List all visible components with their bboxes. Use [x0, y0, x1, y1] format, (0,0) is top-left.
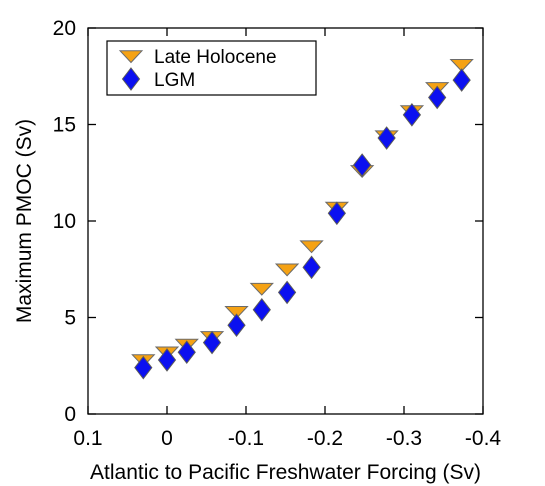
x-axis-label: Atlantic to Pacific Freshwater Forcing (…	[90, 461, 481, 484]
series-1	[134, 68, 471, 380]
x-tick-label: -0.4	[465, 427, 502, 450]
legend-diamond-icon	[121, 67, 141, 91]
triangle-point	[249, 282, 274, 296]
diamond-point	[377, 126, 396, 150]
y-tick-label: 10	[53, 210, 76, 233]
diamond-point	[227, 313, 246, 338]
x-tick-label: -0.1	[228, 427, 264, 450]
triangle-point	[299, 240, 324, 254]
diamond-point	[352, 153, 372, 177]
diamond-point	[302, 255, 321, 280]
data-markers	[131, 58, 474, 380]
x-tick-label: 0.1	[73, 427, 102, 450]
y-tick-label: 0	[64, 403, 76, 426]
x-tick-label: 0	[161, 427, 173, 450]
diamond-point	[327, 201, 346, 226]
y-tick-label: 20	[53, 17, 76, 40]
diamond-point	[252, 297, 271, 322]
diamond-point	[157, 348, 177, 372]
legend-label: LGM	[154, 70, 195, 91]
diamond-point	[452, 68, 471, 92]
series-0	[131, 58, 474, 368]
diamond-point	[134, 355, 153, 380]
triangle-point	[449, 58, 474, 72]
y-axis-label: Maximum PMOC (Sv)	[13, 119, 36, 323]
legend-box	[106, 40, 317, 96]
diamond-point	[277, 280, 297, 305]
diamond-point	[177, 340, 196, 365]
legend-triangle-icon	[118, 50, 144, 64]
y-tick-label: 5	[64, 307, 76, 330]
diamond-point	[202, 330, 222, 355]
diamond-point	[428, 85, 447, 110]
legend-label: Late Holocene	[154, 47, 277, 68]
triangle-point	[274, 263, 300, 277]
axis-ticks	[87, 27, 484, 415]
triangle-point	[224, 305, 249, 319]
diamond-point	[402, 103, 422, 127]
x-tick-label: -0.3	[386, 427, 422, 450]
y-tick-label: 15	[53, 114, 76, 137]
x-tick-label: -0.2	[307, 427, 343, 450]
